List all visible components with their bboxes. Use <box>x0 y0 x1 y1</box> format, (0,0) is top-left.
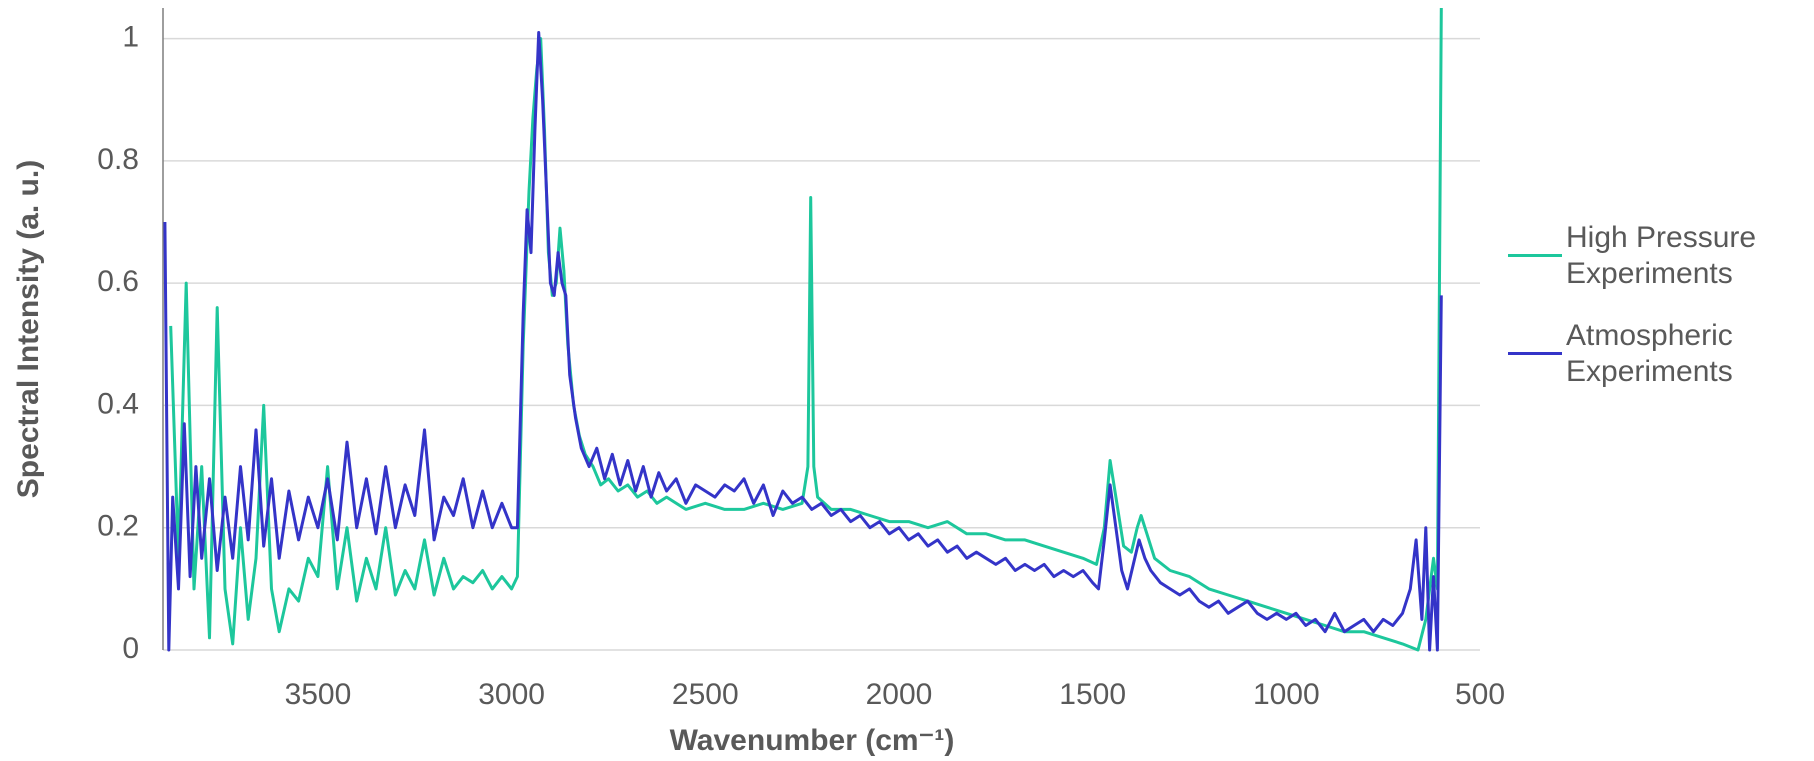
x-tick-label: 3500 <box>285 678 352 711</box>
x-axis-title: Wavenumber (cm⁻¹) <box>670 724 955 757</box>
y-tick-label: 0.8 <box>97 143 139 176</box>
series-line <box>169 7 1443 652</box>
x-tick-label: 1000 <box>1253 678 1320 711</box>
legend-swatch <box>1508 352 1562 355</box>
y-tick-label: 0.2 <box>97 510 139 543</box>
x-tick-label: 3000 <box>478 678 545 711</box>
x-tick-label: 2000 <box>866 678 933 711</box>
series-line <box>163 31 1443 652</box>
y-tick-label: 0 <box>122 632 139 665</box>
y-axis-title: Spectral Intensity (a. u.) <box>12 160 45 498</box>
y-tick-label: 1 <box>122 20 139 53</box>
x-tick-label: 500 <box>1455 678 1505 711</box>
y-tick-label: 0.4 <box>97 387 139 420</box>
x-tick-label: 1500 <box>1059 678 1126 711</box>
legend-swatch <box>1508 254 1562 257</box>
legend-item: Atmospheric Experiments <box>1508 318 1808 390</box>
legend-item: High Pressure Experiments <box>1508 220 1808 292</box>
legend-label: High Pressure Experiments <box>1566 221 1757 290</box>
x-tick-label: 2500 <box>672 678 739 711</box>
y-tick-label: 0.6 <box>97 265 139 298</box>
legend-label: Atmospheric Experiments <box>1566 319 1733 388</box>
